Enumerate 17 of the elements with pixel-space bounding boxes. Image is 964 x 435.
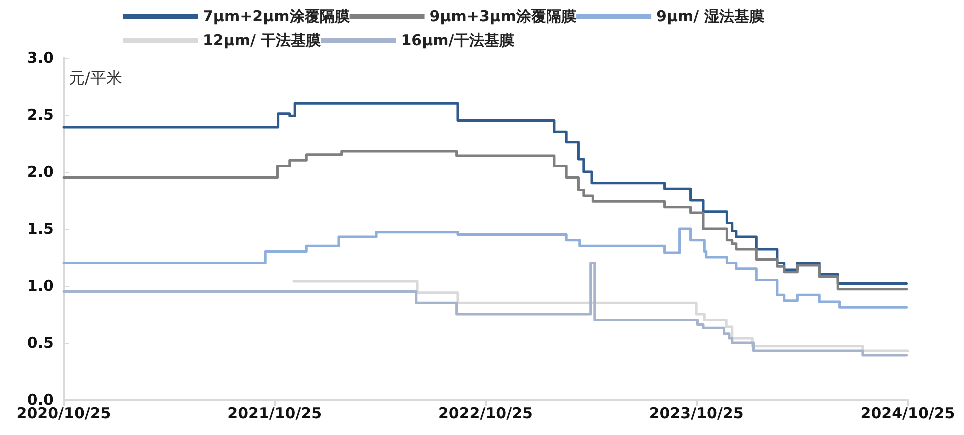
legend-label: 16μm/干法基膜	[401, 32, 514, 50]
y-axis-title: 元/平米	[69, 68, 122, 88]
x-tick-label: 2022/10/25	[438, 404, 533, 422]
legend-label: 9μm+3μm涂覆隔膜	[430, 8, 577, 26]
x-tick-label: 2024/10/25	[860, 404, 956, 422]
x-tick-label: 2021/10/25	[228, 404, 322, 422]
legend-label: 7μm+2μm涂覆隔膜	[203, 8, 350, 26]
x-tick-label: 2023/10/25	[649, 404, 744, 422]
legend-label: 12μm/ 干法基膜	[203, 32, 322, 50]
y-tick-label: 3.0	[27, 49, 54, 67]
y-tick-label: 2.5	[27, 106, 54, 124]
y-tick-label: 0.5	[27, 334, 54, 352]
y-tick-label: 1.0	[27, 277, 54, 295]
y-tick-label: 2.0	[27, 163, 54, 181]
y-tick-label: 1.5	[27, 220, 54, 238]
x-tick-label: 2020/10/25	[16, 404, 112, 422]
legend-label: 9μm/ 湿法基膜	[656, 8, 764, 26]
